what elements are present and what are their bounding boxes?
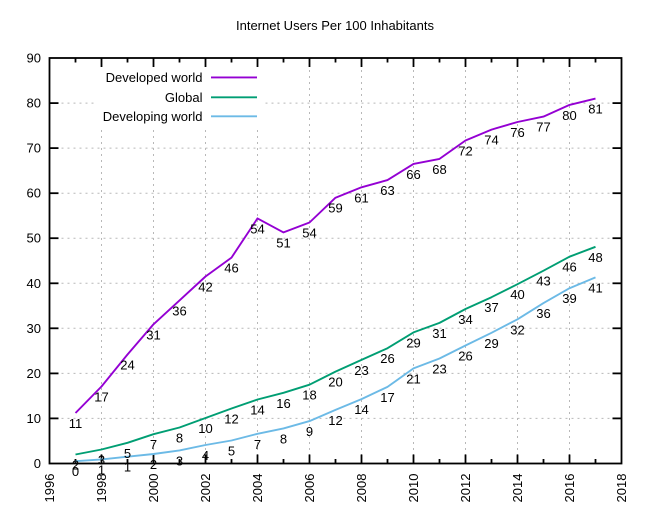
- svg-text:8: 8: [176, 431, 183, 446]
- svg-text:76: 76: [510, 125, 524, 140]
- svg-text:31: 31: [146, 327, 160, 342]
- svg-text:2: 2: [150, 457, 157, 472]
- svg-text:40: 40: [510, 287, 524, 302]
- svg-text:37: 37: [484, 300, 498, 315]
- svg-text:2014: 2014: [510, 474, 525, 503]
- svg-text:23: 23: [354, 363, 368, 378]
- svg-text:20: 20: [27, 366, 41, 381]
- svg-text:32: 32: [510, 322, 524, 337]
- svg-text:39: 39: [562, 291, 576, 306]
- svg-text:2004: 2004: [250, 474, 265, 503]
- svg-text:14: 14: [250, 403, 264, 418]
- svg-text:3: 3: [176, 453, 183, 468]
- svg-text:10: 10: [27, 411, 41, 426]
- svg-text:0: 0: [72, 464, 79, 479]
- svg-text:2002: 2002: [198, 474, 213, 503]
- svg-text:16: 16: [276, 396, 290, 411]
- svg-text:70: 70: [27, 141, 41, 156]
- svg-text:Developing world: Developing world: [103, 109, 203, 124]
- svg-text:30: 30: [27, 321, 41, 336]
- svg-text:2016: 2016: [562, 474, 577, 503]
- svg-text:90: 90: [27, 51, 41, 66]
- svg-text:12: 12: [328, 413, 342, 428]
- svg-text:34: 34: [458, 312, 472, 327]
- svg-text:2: 2: [72, 458, 79, 473]
- svg-text:7: 7: [254, 437, 261, 452]
- svg-text:63: 63: [380, 183, 394, 198]
- svg-text:21: 21: [406, 371, 420, 386]
- svg-text:29: 29: [484, 336, 498, 351]
- svg-text:5: 5: [124, 446, 131, 461]
- svg-text:11: 11: [69, 416, 83, 431]
- svg-text:17: 17: [94, 390, 108, 405]
- svg-text:7: 7: [150, 437, 157, 452]
- svg-text:Developed world: Developed world: [106, 70, 203, 85]
- svg-text:51: 51: [276, 235, 290, 250]
- svg-text:59: 59: [328, 201, 342, 216]
- svg-text:50: 50: [27, 231, 41, 246]
- svg-text:3: 3: [98, 453, 105, 468]
- svg-text:12: 12: [224, 412, 238, 427]
- svg-text:41: 41: [588, 280, 602, 295]
- svg-text:42: 42: [198, 280, 212, 295]
- svg-text:10: 10: [198, 421, 212, 436]
- svg-text:80: 80: [27, 96, 41, 111]
- svg-text:43: 43: [536, 274, 550, 289]
- svg-text:1: 1: [124, 460, 131, 475]
- svg-text:17: 17: [380, 390, 394, 405]
- svg-text:2018: 2018: [614, 474, 629, 503]
- svg-text:54: 54: [250, 221, 264, 236]
- svg-text:54: 54: [302, 226, 316, 241]
- svg-text:31: 31: [432, 326, 446, 341]
- svg-text:14: 14: [354, 402, 368, 417]
- svg-text:8: 8: [280, 431, 287, 446]
- svg-text:40: 40: [27, 276, 41, 291]
- svg-text:1: 1: [98, 462, 105, 477]
- svg-text:4: 4: [202, 448, 209, 463]
- svg-text:29: 29: [406, 335, 420, 350]
- svg-text:2010: 2010: [406, 474, 421, 503]
- svg-text:5: 5: [228, 444, 235, 459]
- svg-text:1998: 1998: [94, 474, 109, 503]
- svg-text:20: 20: [328, 375, 342, 390]
- svg-text:2012: 2012: [458, 474, 473, 503]
- svg-text:68: 68: [432, 162, 446, 177]
- svg-text:60: 60: [27, 186, 41, 201]
- svg-text:2008: 2008: [354, 474, 369, 503]
- svg-text:2000: 2000: [146, 474, 161, 503]
- svg-text:36: 36: [536, 306, 550, 321]
- svg-text:77: 77: [536, 120, 550, 135]
- svg-text:81: 81: [588, 102, 602, 117]
- svg-text:2006: 2006: [302, 474, 317, 503]
- svg-text:Internet Users Per 100 Inhabit: Internet Users Per 100 Inhabitants: [236, 18, 435, 33]
- svg-text:Global: Global: [165, 90, 203, 105]
- svg-text:80: 80: [562, 108, 576, 123]
- svg-text:46: 46: [562, 260, 576, 275]
- svg-text:18: 18: [302, 388, 316, 403]
- svg-text:72: 72: [458, 144, 472, 159]
- svg-text:26: 26: [458, 349, 472, 364]
- svg-text:0: 0: [34, 456, 41, 471]
- svg-text:66: 66: [406, 167, 420, 182]
- svg-text:9: 9: [306, 424, 313, 439]
- svg-text:61: 61: [354, 190, 368, 205]
- svg-text:46: 46: [224, 261, 238, 276]
- svg-text:26: 26: [380, 351, 394, 366]
- svg-text:36: 36: [172, 303, 186, 318]
- svg-text:23: 23: [432, 362, 446, 377]
- svg-text:48: 48: [588, 250, 602, 265]
- svg-text:24: 24: [120, 358, 134, 373]
- svg-text:74: 74: [484, 133, 498, 148]
- svg-text:1996: 1996: [42, 474, 57, 503]
